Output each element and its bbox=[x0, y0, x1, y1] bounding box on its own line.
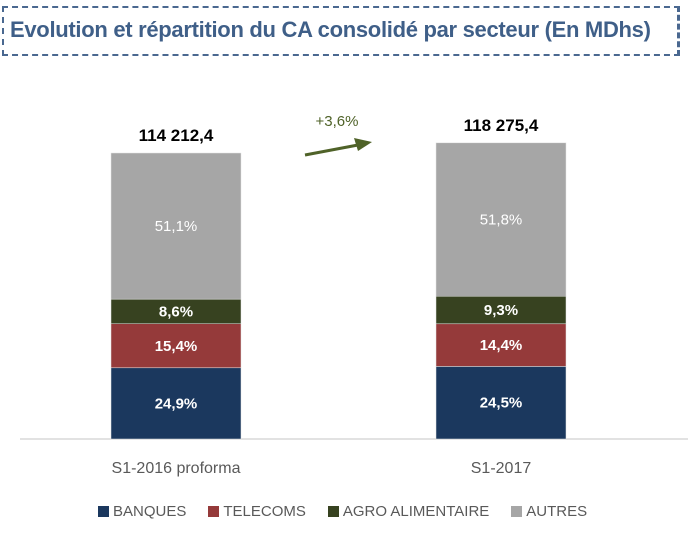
legend-swatch bbox=[98, 506, 109, 517]
category-label: S1-2016 proforma bbox=[112, 460, 241, 477]
data-label: 24,5% bbox=[480, 395, 523, 412]
bar-segment-telecoms bbox=[435, 323, 567, 367]
total-label: 114 212,4 bbox=[139, 126, 214, 145]
legend-swatch bbox=[208, 506, 220, 517]
legend-label: TELECOMS bbox=[223, 503, 306, 520]
data-label: 8,6% bbox=[159, 303, 193, 320]
data-label: 14,4% bbox=[480, 337, 523, 354]
data-label: 51,1% bbox=[155, 218, 198, 235]
bar-segment-agro-alimentaire bbox=[435, 295, 567, 325]
title-frame bbox=[2, 6, 680, 56]
legend-swatch bbox=[327, 506, 339, 517]
bar-segment-autres bbox=[110, 152, 242, 300]
bar-segment-autres bbox=[435, 142, 567, 297]
legend-item: AUTRES bbox=[511, 503, 587, 520]
bar-segment-banques bbox=[435, 366, 567, 440]
data-label: 9,3% bbox=[484, 302, 518, 319]
data-label: 15,4% bbox=[155, 338, 198, 355]
total-label: 118 275,4 bbox=[464, 116, 539, 135]
legend-label: BANQUES bbox=[113, 503, 187, 520]
legend-label: AGRO ALIMENTAIRE bbox=[342, 503, 490, 520]
legend-item: BANQUES bbox=[98, 503, 186, 520]
legend-item: TELECOMS bbox=[208, 503, 306, 520]
data-label: 24,9% bbox=[155, 395, 198, 412]
bar-segment-telecoms bbox=[110, 323, 242, 369]
category-label: S1-2017 bbox=[471, 460, 532, 477]
data-label: 51,8% bbox=[480, 212, 523, 229]
legend-swatch bbox=[511, 506, 523, 517]
bar-segment-agro-alimentaire bbox=[110, 298, 242, 324]
legend-label: AUTRES bbox=[526, 503, 588, 520]
legend-item: AGRO ALIMENTAIRE bbox=[327, 503, 490, 520]
bar-segment-banques bbox=[110, 367, 242, 440]
chart-title: Evolution et répartition du CA consolidé… bbox=[10, 17, 651, 42]
legend: BANQUES TELECOMS AGRO ALIMENTAIRE AUTRES bbox=[98, 503, 587, 520]
growth-label: +3,6% bbox=[316, 113, 359, 130]
growth-arrow-icon bbox=[304, 138, 372, 157]
